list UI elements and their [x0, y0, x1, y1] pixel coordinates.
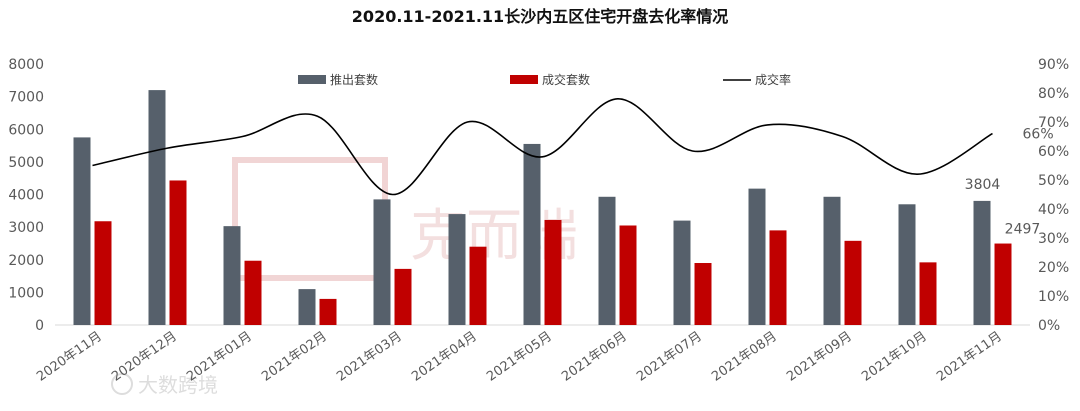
bar-deal	[94, 221, 112, 325]
legend-label-deal: 成交套数	[542, 72, 590, 87]
legend-label-rate: 成交率	[755, 72, 791, 87]
bar-supply	[823, 196, 841, 325]
left-tick-label: 7000	[8, 90, 44, 106]
left-tick-label: 2000	[8, 253, 44, 269]
x-tick-label: 2021年08月	[709, 329, 780, 385]
source-logo-icon	[111, 373, 133, 395]
legend: 推出套数 成交套数 成交率	[298, 72, 791, 87]
left-axis: 0 1000 2000 3000 4000 5000 6000 7000 8000	[8, 57, 44, 334]
x-tick-label: 2021年09月	[784, 329, 855, 385]
bar-supply	[448, 214, 466, 325]
bar-supply	[373, 199, 391, 325]
bar-deal	[394, 268, 412, 325]
chart-title: 2020.11-2021.11长沙内五区住宅开盘去化率情况	[352, 7, 728, 26]
x-tick-label: 2021年10月	[859, 329, 930, 385]
right-axis: 0% 10% 20% 30% 40% 50% 60% 70% 80% 90%	[1038, 57, 1069, 334]
right-tick-label: 60%	[1038, 144, 1069, 160]
bar-deal	[244, 260, 262, 325]
bar-deal	[619, 225, 637, 325]
x-tick-label: 2021年11月	[934, 329, 1005, 385]
x-tick-label: 2021年04月	[409, 329, 480, 385]
left-tick-label: 5000	[8, 155, 44, 171]
bar-deal	[319, 298, 337, 325]
right-tick-label: 30%	[1038, 231, 1069, 247]
right-tick-label: 50%	[1038, 173, 1069, 189]
left-tick-label: 4000	[8, 188, 44, 204]
bar-deal	[544, 219, 562, 325]
x-tick-label: 2021年05月	[484, 329, 555, 385]
rate-line	[92, 97, 993, 196]
bar-deal	[994, 243, 1012, 325]
bar-supply	[748, 188, 766, 325]
bar-supply	[73, 137, 91, 325]
x-tick-label: 2021年02月	[259, 329, 330, 385]
right-tick-label: 20%	[1038, 260, 1069, 276]
left-tick-label: 6000	[8, 122, 44, 138]
bar-supply	[148, 90, 166, 325]
rate-line-path	[92, 97, 993, 196]
bar-supply	[523, 143, 541, 325]
bar-deal	[844, 240, 862, 325]
bar-supply	[223, 226, 241, 325]
x-tick-label: 2021年01月	[184, 329, 255, 385]
left-tick-label: 0	[35, 318, 44, 334]
source-watermark: 大数跨境	[111, 373, 218, 397]
legend-swatch-deal	[510, 75, 538, 84]
right-tick-label: 80%	[1038, 86, 1069, 102]
x-tick-label: 2021年07月	[634, 329, 705, 385]
right-tick-label: 0%	[1038, 318, 1060, 334]
left-tick-label: 1000	[8, 285, 44, 301]
x-tick-label: 2021年06月	[559, 329, 630, 385]
bar-supply	[298, 289, 316, 325]
watermark-seal-icon	[232, 157, 388, 281]
data-label-supply: 3804	[965, 177, 1001, 193]
data-label-rate: 66%	[1023, 127, 1054, 143]
legend-label-supply: 推出套数	[330, 72, 378, 87]
bar-supply	[673, 220, 691, 325]
legend-swatch-supply	[298, 75, 326, 84]
bar-supply	[598, 196, 616, 325]
left-tick-label: 3000	[8, 220, 44, 236]
data-label-deal: 2497	[1005, 222, 1041, 238]
x-tick-label: 2020年11月	[34, 329, 105, 385]
bar-deal	[769, 230, 787, 325]
right-tick-label: 10%	[1038, 289, 1069, 305]
right-tick-label: 40%	[1038, 202, 1069, 218]
bar-deal	[694, 263, 712, 325]
bar-deal	[919, 262, 937, 325]
bar-deal	[469, 246, 487, 325]
bar-supply	[898, 204, 916, 325]
bar-supply	[973, 200, 991, 325]
right-tick-label: 70%	[1038, 115, 1069, 131]
right-tick-label: 90%	[1038, 57, 1069, 73]
left-tick-label: 8000	[8, 57, 44, 73]
bar-deal	[169, 180, 187, 325]
bars	[73, 90, 1012, 325]
source-watermark-text: 大数跨境	[138, 373, 218, 397]
data-labels: 3804 2497 66%	[965, 127, 1054, 238]
x-tick-label: 2021年03月	[334, 329, 405, 385]
